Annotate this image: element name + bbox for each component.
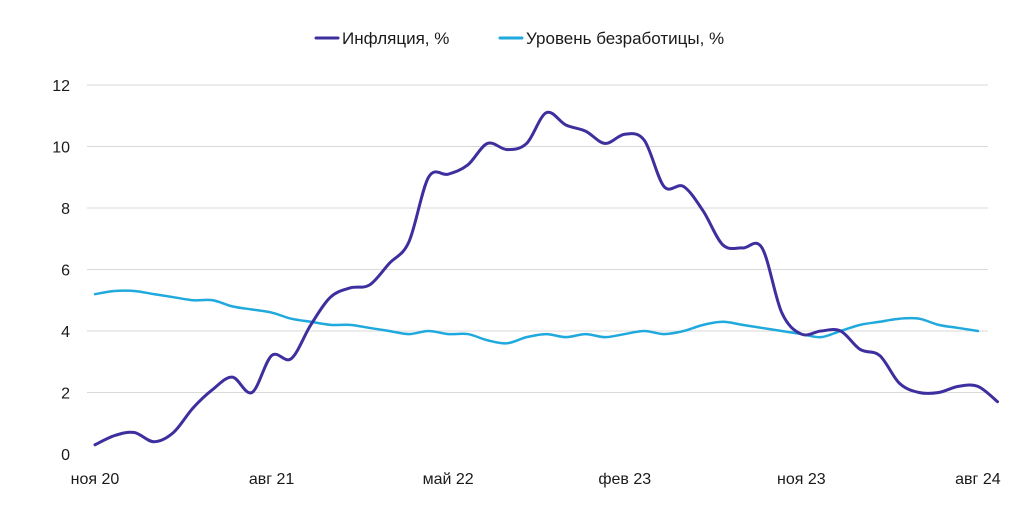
series-lines bbox=[93, 110, 1000, 447]
series-line-unemployment bbox=[93, 289, 980, 345]
legend: Инфляция, % Уровень безработицы, % bbox=[314, 29, 724, 48]
x-tick-label: май 22 bbox=[423, 471, 474, 488]
y-tick-label: 6 bbox=[61, 263, 70, 280]
y-axis-ticks: 0 2 4 6 8 10 12 bbox=[52, 78, 70, 464]
y-tick-label: 2 bbox=[61, 386, 70, 403]
series-line-inflation bbox=[93, 110, 1000, 447]
x-axis-ticks: ноя 20 авг 21 май 22 фев 23 ноя 23 авг 24 bbox=[71, 471, 1001, 488]
x-tick-label: авг 24 bbox=[955, 471, 1001, 488]
y-tick-label: 0 bbox=[61, 447, 70, 464]
y-tick-label: 8 bbox=[61, 201, 70, 218]
y-tick-label: 4 bbox=[61, 324, 70, 341]
y-tick-label: 12 bbox=[52, 78, 70, 95]
x-tick-label: ноя 20 bbox=[71, 471, 120, 488]
x-tick-label: ноя 23 bbox=[777, 471, 826, 488]
gridlines bbox=[87, 84, 988, 393]
legend-label-inflation: Инфляция, % bbox=[342, 29, 449, 48]
legend-label-unemployment: Уровень безработицы, % bbox=[526, 29, 724, 48]
x-tick-label: авг 21 bbox=[249, 471, 295, 488]
x-tick-label: фев 23 bbox=[598, 471, 651, 488]
y-tick-label: 10 bbox=[52, 140, 70, 157]
